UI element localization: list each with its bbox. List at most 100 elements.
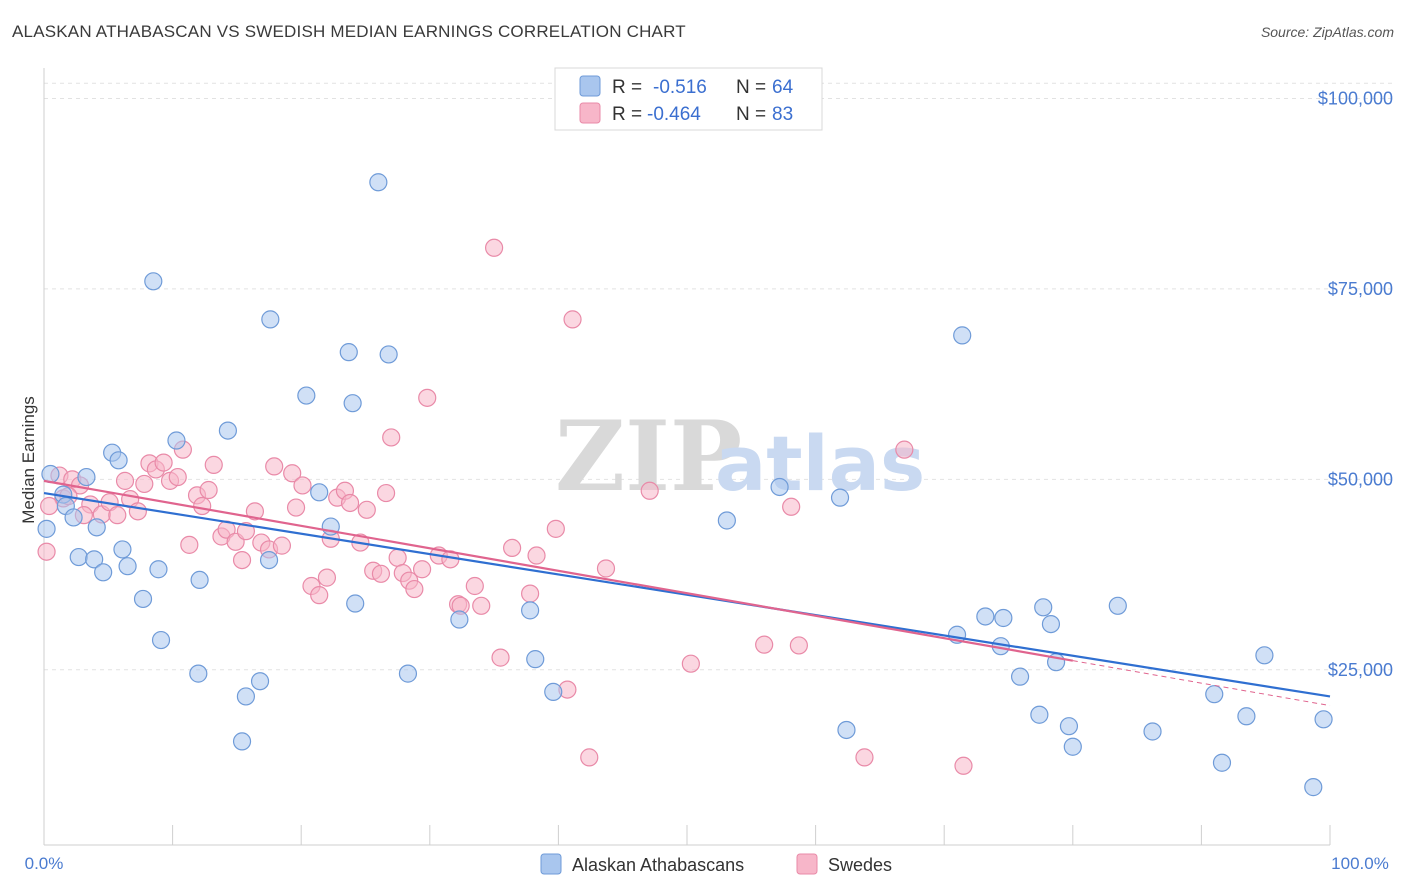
y-tick-label-1: $50,000 [1328, 469, 1393, 489]
athabascan-point-58 [1205, 685, 1224, 704]
athabascan-point-57 [1143, 722, 1162, 741]
swedes-point-60 [465, 576, 484, 596]
series-legend-swatch-blue [540, 853, 562, 875]
y-tick-label-0: $25,000 [1328, 660, 1393, 680]
athabascan-point-17 [151, 630, 171, 650]
legend-r-value-pink: -0.464 [647, 104, 701, 125]
legend-n-label-blue: N = [736, 77, 766, 98]
swedes-point-66 [527, 546, 546, 565]
athabascan-point-36 [450, 610, 469, 629]
chart-title: ALASKAN ATHABASCAN VS SWEDISH MEDIAN EAR… [12, 22, 686, 41]
y-axis-ticks: $25,000 $50,000 $75,000 $100,000 [1318, 88, 1393, 679]
athabascan-point-51 [1034, 598, 1053, 617]
swedes-point-76 [789, 636, 808, 655]
athabascan-point-25 [259, 550, 279, 570]
athabascan-point-55 [1063, 737, 1082, 756]
athabascan-point-26 [261, 310, 280, 329]
swedes-point-77 [855, 748, 874, 767]
swedes-point-0 [37, 542, 56, 561]
athabascan-points [37, 173, 1333, 797]
athabascan-point-27 [297, 386, 316, 405]
athabascan-point-4 [64, 508, 83, 527]
athabascan-point-24 [250, 672, 270, 691]
swedes-point-36 [293, 476, 312, 495]
swedes-point-15 [154, 453, 173, 472]
swedes-point-61 [472, 596, 491, 615]
swedes-point-23 [204, 455, 223, 474]
swedes-point-22 [199, 480, 218, 500]
athabascan-point-30 [339, 343, 358, 362]
swedes-point-62 [485, 238, 504, 257]
athabascan-point-22 [232, 732, 252, 751]
swedes-point-54 [412, 560, 432, 579]
athabascan-point-48 [994, 608, 1013, 628]
athabascan-point-9 [94, 563, 113, 582]
athabascan-point-31 [343, 394, 362, 413]
legend-n-value-blue: 64 [772, 77, 794, 98]
swedes-point-75 [782, 497, 801, 516]
swedes-point-80 [40, 496, 59, 516]
athabascan-point-63 [1314, 710, 1333, 729]
athabascan-point-40 [717, 511, 736, 530]
athabascan-point-15 [144, 272, 163, 291]
swedes-point-21 [193, 496, 212, 516]
athabascan-point-35 [398, 664, 418, 683]
athabascan-trend-line [43, 491, 1331, 698]
trend-lines [43, 479, 1331, 707]
swedes-point-53 [405, 579, 424, 599]
swedes-point-43 [340, 493, 360, 513]
swedes-points [37, 238, 973, 775]
legend-r-label-pink: R = [612, 104, 642, 125]
swedes-point-64 [503, 538, 522, 558]
athabascan-point-0 [37, 519, 56, 538]
athabascan-point-39 [544, 682, 563, 701]
athabascan-point-5 [69, 547, 88, 567]
legend-n-value-pink: 83 [772, 104, 793, 125]
athabascan-point-54 [1059, 717, 1079, 736]
y-tick-label-2: $75,000 [1328, 279, 1393, 299]
athabascan-point-59 [1212, 753, 1232, 772]
athabascan-point-28 [310, 483, 329, 502]
swedes-point-19 [180, 535, 199, 554]
swedes-point-28 [236, 522, 256, 541]
athabascan-point-11 [109, 451, 128, 470]
athabascan-point-6 [77, 467, 96, 487]
athabascan-point-18 [167, 431, 186, 450]
swedes-point-45 [357, 500, 376, 519]
swedes-point-67 [546, 519, 565, 538]
athabascan-point-12 [113, 540, 132, 559]
athabascan-point-61 [1255, 646, 1274, 665]
swedes-point-70 [580, 748, 599, 767]
athabascan-point-13 [118, 557, 137, 576]
swedes-trend-line [43, 479, 1073, 662]
legend-r-value-blue: -0.516 [653, 77, 707, 98]
swedes-point-34 [283, 464, 302, 483]
swedes-point-55 [418, 388, 437, 407]
y-axis-label: Median Earnings [19, 396, 38, 524]
grid-lines [44, 82, 1394, 671]
swedes-point-50 [388, 548, 407, 567]
series-legend: Alaskan Athabascans Swedes [540, 853, 892, 875]
series-legend-label-pink: Swedes [828, 855, 892, 875]
swedes-point-71 [596, 559, 616, 578]
swedes-point-72 [640, 481, 659, 500]
athabascan-point-56 [1108, 596, 1127, 615]
athabascan-point-41 [770, 477, 789, 497]
legend-swatch-blue [579, 75, 601, 97]
series-legend-swatch-pink [796, 853, 818, 875]
watermark-atlas: atlas [715, 419, 925, 508]
athabascan-point-21 [218, 421, 237, 440]
athabascan-point-49 [1010, 667, 1030, 686]
swedes-trend-extension [1072, 660, 1331, 707]
swedes-point-38 [310, 586, 329, 605]
swedes-point-78 [895, 440, 914, 459]
swedes-point-48 [376, 483, 396, 503]
athabascan-point-33 [369, 173, 388, 192]
athabascan-point-14 [133, 589, 153, 609]
athabascan-point-38 [526, 650, 545, 669]
athabascan-point-23 [236, 687, 256, 706]
x-tick-label-max: 100.0% [1331, 854, 1389, 873]
athabascan-point-45 [953, 326, 972, 345]
swedes-point-65 [521, 584, 540, 603]
athabascan-point-52 [1041, 614, 1061, 634]
